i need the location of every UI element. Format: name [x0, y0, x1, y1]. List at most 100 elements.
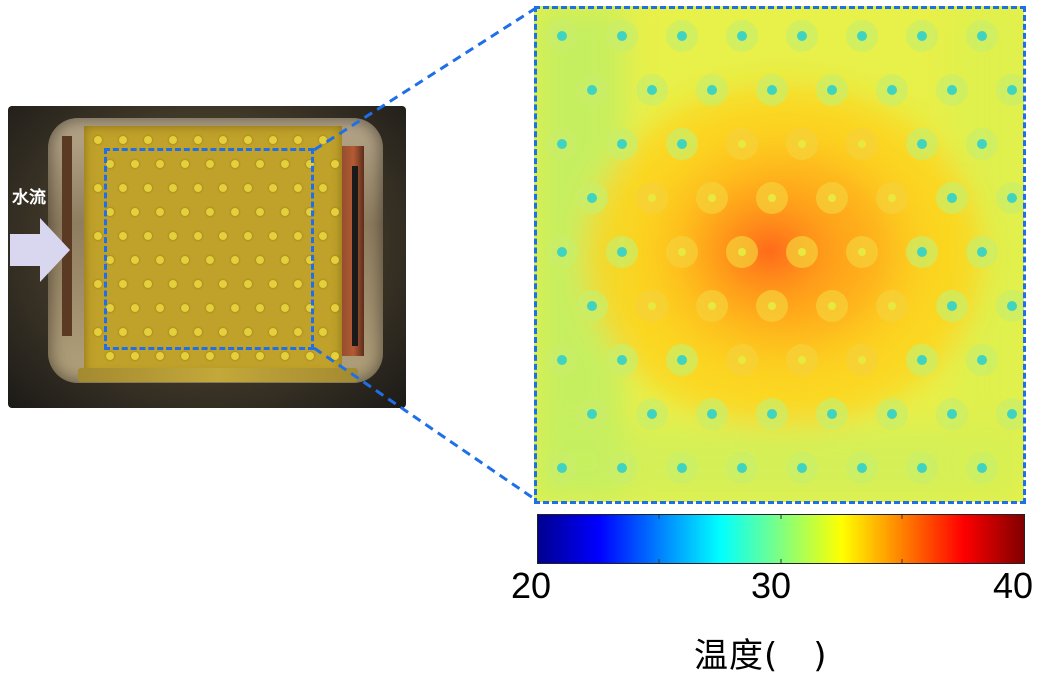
cool-spot — [587, 301, 597, 311]
cool-spot — [767, 85, 777, 95]
plate-dot — [281, 256, 289, 264]
cool-spot — [827, 85, 837, 95]
cool-spot — [797, 463, 807, 473]
cool-spot — [857, 463, 867, 473]
cool-spot — [708, 302, 716, 310]
plate-dot — [231, 304, 239, 312]
plate-dot — [131, 352, 139, 360]
plate-dot — [244, 280, 252, 288]
flow-arrow-icon — [10, 218, 70, 282]
plate-dot — [156, 304, 164, 312]
cool-spot — [828, 302, 836, 310]
plate-dot — [269, 328, 277, 336]
cool-spot — [827, 409, 837, 419]
plate-dot — [331, 208, 339, 216]
plate-dot — [219, 136, 227, 144]
plate-dot — [119, 232, 127, 240]
plate-dot — [144, 184, 152, 192]
plate-dot — [94, 280, 102, 288]
cool-spot — [917, 31, 927, 41]
plate-dot — [231, 352, 239, 360]
cool-spot — [647, 409, 657, 419]
plate-dot — [306, 352, 314, 360]
cool-spot — [648, 194, 656, 202]
plate-dot — [231, 160, 239, 168]
plate-dot — [206, 256, 214, 264]
cool-spot — [857, 31, 867, 41]
cool-spot — [557, 463, 567, 473]
plate-dot — [331, 352, 339, 360]
plate-dot — [281, 160, 289, 168]
cool-spot — [887, 409, 897, 419]
plate-dot — [219, 328, 227, 336]
plate-dot — [331, 256, 339, 264]
cool-spot — [858, 356, 866, 364]
plate-dot — [206, 208, 214, 216]
plate-dot — [256, 304, 264, 312]
plate-dot — [94, 328, 102, 336]
plate-dot — [194, 280, 202, 288]
plate-dot — [94, 136, 102, 144]
plate-dot — [256, 256, 264, 264]
cool-spot — [887, 85, 897, 95]
plate-dot — [256, 352, 264, 360]
plate-dot — [331, 304, 339, 312]
cool-spot — [768, 194, 776, 202]
plate-dot — [119, 280, 127, 288]
colorbar-tick-max: 40 — [993, 565, 1034, 606]
plate-dot — [219, 232, 227, 240]
cool-spot — [977, 355, 987, 365]
plate-dot — [144, 136, 152, 144]
cool-spot — [947, 301, 957, 311]
plate-dot — [131, 160, 139, 168]
plate-dot — [119, 328, 127, 336]
cool-spot — [917, 463, 927, 473]
cool-spot — [617, 355, 627, 365]
cool-spot — [677, 463, 687, 473]
cool-spot — [557, 247, 567, 257]
cool-spot — [798, 140, 806, 148]
cool-spot — [828, 194, 836, 202]
cool-spot — [707, 85, 717, 95]
cool-spot — [677, 355, 687, 365]
plate-dot — [169, 136, 177, 144]
cool-spot — [587, 409, 597, 419]
plate-dot — [144, 280, 152, 288]
plate-dot — [269, 232, 277, 240]
plate-dot — [131, 304, 139, 312]
plate-dot — [294, 328, 302, 336]
cool-spot — [738, 140, 746, 148]
plate-dot — [306, 208, 314, 216]
cool-spot — [977, 139, 987, 149]
cool-spot — [648, 302, 656, 310]
cool-spot — [917, 355, 927, 365]
plate-dot — [319, 328, 327, 336]
cool-spot — [737, 31, 747, 41]
colorbar — [537, 514, 1025, 564]
plate-dot — [281, 304, 289, 312]
plate-dot — [119, 184, 127, 192]
plate-dot — [319, 136, 327, 144]
cool-spot — [1007, 301, 1017, 311]
plate-dot — [231, 208, 239, 216]
specimen-photo — [8, 106, 406, 408]
plate-dot — [156, 208, 164, 216]
plate-dots — [84, 126, 342, 376]
cool-spot — [738, 356, 746, 364]
cool-spot — [1007, 85, 1017, 95]
plate-dot — [219, 184, 227, 192]
right-bar — [352, 166, 358, 346]
plate-dot — [281, 352, 289, 360]
plate-dot — [269, 184, 277, 192]
plate-dot — [194, 328, 202, 336]
plate-dot — [306, 256, 314, 264]
cool-spot — [737, 463, 747, 473]
cool-spot — [947, 85, 957, 95]
cool-spot — [917, 247, 927, 257]
plate-dot — [294, 136, 302, 144]
plate-dot — [106, 304, 114, 312]
heatmap-cool-spots — [546, 20, 1024, 484]
plate-dot — [256, 208, 264, 216]
plate-dot — [94, 184, 102, 192]
cool-spot — [557, 139, 567, 149]
